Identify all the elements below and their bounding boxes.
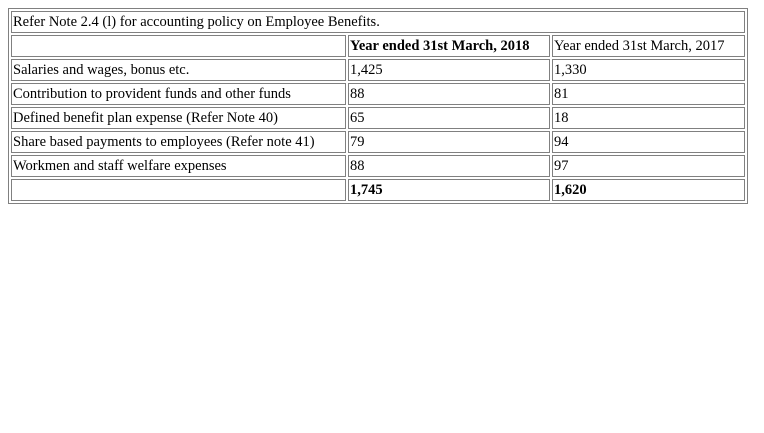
row-label: Workmen and staff welfare expenses [11, 155, 346, 177]
table-row: Share based payments to employees (Refer… [11, 131, 745, 153]
row-value-2018: 79 [348, 131, 550, 153]
row-label: Contribution to provident funds and othe… [11, 83, 346, 105]
table-row: Contribution to provident funds and othe… [11, 83, 745, 105]
row-value-2018: 65 [348, 107, 550, 129]
row-value-2018: 88 [348, 83, 550, 105]
table-row: Workmen and staff welfare expenses 88 97 [11, 155, 745, 177]
row-value-2017: 97 [552, 155, 745, 177]
row-value-2017: 18 [552, 107, 745, 129]
note-cell: Refer Note 2.4 (l) for accounting policy… [11, 11, 745, 33]
row-value-2017: 1,330 [552, 59, 745, 81]
row-label: Salaries and wages, bonus etc. [11, 59, 346, 81]
table-row: Defined benefit plan expense (Refer Note… [11, 107, 745, 129]
row-value-2018: 1,425 [348, 59, 550, 81]
document-body: Refer Note 2.4 (l) for accounting policy… [8, 8, 748, 204]
row-value-2018: 88 [348, 155, 550, 177]
row-value-2017: 81 [552, 83, 745, 105]
table-row: Salaries and wages, bonus etc. 1,425 1,3… [11, 59, 745, 81]
row-label: Defined benefit plan expense (Refer Note… [11, 107, 346, 129]
employee-benefits-table: Refer Note 2.4 (l) for accounting policy… [8, 8, 748, 204]
total-value-2018: 1,745 [348, 179, 550, 201]
total-row: 1,745 1,620 [11, 179, 745, 201]
row-label: Share based payments to employees (Refer… [11, 131, 346, 153]
header-year-2018: Year ended 31st March, 2018 [348, 35, 550, 57]
total-label [11, 179, 346, 201]
header-year-2017: Year ended 31st March, 2017 [552, 35, 745, 57]
note-row: Refer Note 2.4 (l) for accounting policy… [11, 11, 745, 33]
header-label-cell [11, 35, 346, 57]
header-row: Year ended 31st March, 2018 Year ended 3… [11, 35, 745, 57]
row-value-2017: 94 [552, 131, 745, 153]
total-value-2017: 1,620 [552, 179, 745, 201]
